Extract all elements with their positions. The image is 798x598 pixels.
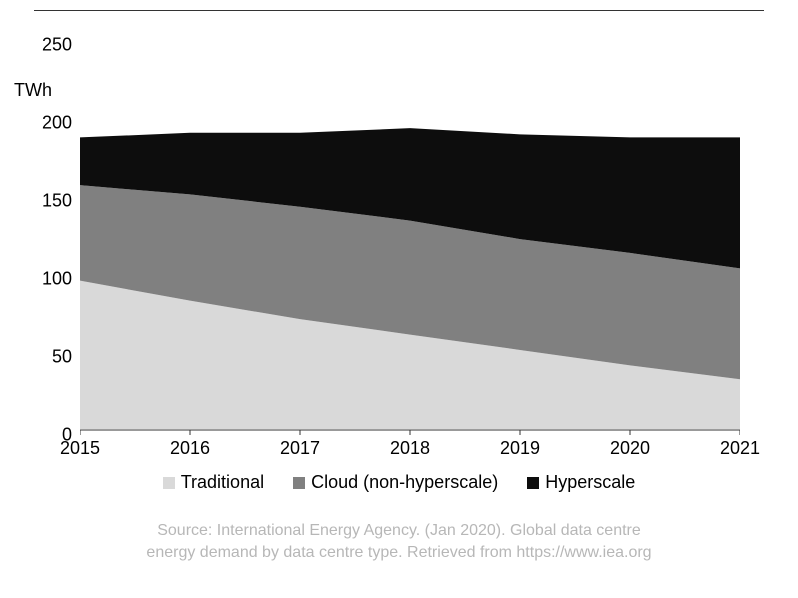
y-tick-label: 250 [12, 35, 72, 56]
legend-swatch [527, 477, 539, 489]
legend-item: Traditional [163, 472, 264, 493]
x-ticks: 2015 2016 2017 2018 2019 2020 2021 [80, 438, 740, 462]
legend-swatch [163, 477, 175, 489]
chart-container: TWh 250 200 150 100 50 0 2015 2016 2017 … [0, 0, 798, 598]
x-tick-label: 2016 [170, 438, 210, 459]
source-line: energy demand by data centre type. Retri… [146, 544, 651, 561]
y-tick-label: 100 [12, 269, 72, 290]
x-tick-label: 2021 [720, 438, 760, 459]
y-tick-label: 50 [12, 347, 72, 368]
x-tick-label: 2017 [280, 438, 320, 459]
legend-label: Hyperscale [545, 472, 635, 493]
source-line: Source: International Energy Agency. (Ja… [157, 522, 641, 539]
x-tick-label: 2020 [610, 438, 650, 459]
y-axis-label: TWh [14, 80, 52, 101]
legend-item: Hyperscale [527, 472, 635, 493]
legend-item: Cloud (non-hyperscale) [293, 472, 498, 493]
legend-label: Traditional [181, 472, 264, 493]
plot-svg [80, 45, 740, 435]
y-tick-label: 150 [12, 191, 72, 212]
y-tick-label: 200 [12, 113, 72, 134]
x-tick-label: 2015 [60, 438, 100, 459]
x-tick-label: 2018 [390, 438, 430, 459]
legend: Traditional Cloud (non-hyperscale) Hyper… [0, 472, 798, 494]
source-citation: Source: International Energy Agency. (Ja… [80, 520, 718, 563]
legend-label: Cloud (non-hyperscale) [311, 472, 498, 493]
x-tick-label: 2019 [500, 438, 540, 459]
legend-swatch [293, 477, 305, 489]
top-rule [34, 10, 764, 11]
plot-area [80, 45, 740, 435]
